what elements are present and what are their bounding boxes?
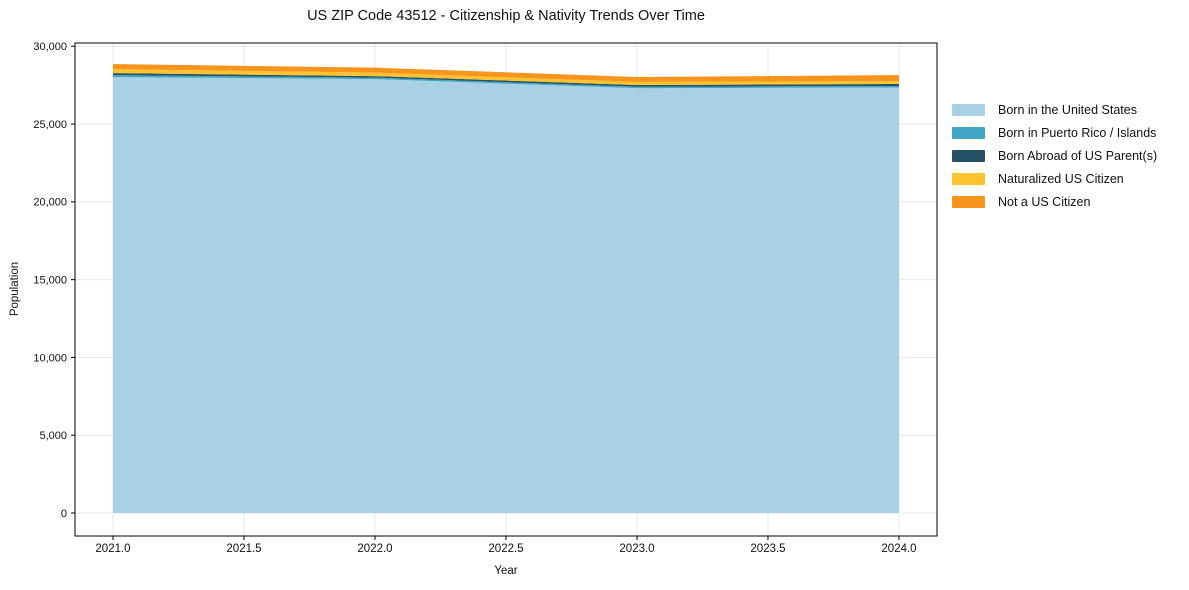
legend-item: Naturalized US Citizen	[952, 172, 1157, 186]
y-tick-label: 30,000	[33, 41, 67, 53]
x-tick-label: 2024.0	[881, 543, 916, 555]
legend-swatch	[952, 127, 985, 139]
legend-swatch	[952, 150, 985, 162]
legend-item: Born in the United States	[952, 103, 1157, 117]
area-series	[113, 73, 899, 87]
x-tick-label: 2021.0	[95, 543, 130, 555]
y-tick-label: 25,000	[33, 119, 67, 131]
legend-swatch	[952, 173, 985, 185]
legend-item: Born Abroad of US Parent(s)	[952, 149, 1158, 163]
legend-label: Not a US Citizen	[998, 195, 1091, 209]
legend-label: Born in Puerto Rico / Islands	[998, 126, 1157, 140]
area-series	[113, 77, 899, 513]
y-tick-label: 0	[61, 508, 67, 520]
y-tick-label: 5,000	[39, 430, 67, 442]
y-tick-label: 15,000	[33, 275, 67, 287]
legend-swatch	[952, 196, 985, 208]
legend-label: Born in the United States	[998, 103, 1137, 117]
area-series	[113, 64, 899, 82]
area-series	[113, 75, 899, 89]
legend-swatch	[952, 104, 985, 116]
chart-title: US ZIP Code 43512 - Citizenship & Nativi…	[307, 8, 705, 24]
legend-item: Not a US Citizen	[952, 195, 1157, 209]
x-tick-label: 2023.0	[619, 543, 654, 555]
legend: Born in the United States Born in Puerto …	[952, 103, 1158, 209]
x-tick-label: 2023.5	[750, 543, 785, 555]
y-tick-label: 20,000	[33, 197, 67, 209]
area-series	[113, 69, 899, 85]
x-axis-label: Year	[494, 565, 518, 577]
legend-item: Born in Puerto Rico / Islands	[952, 126, 1157, 140]
x-tick-label: 2022.0	[357, 543, 392, 555]
y-axis-label: Population	[9, 261, 21, 317]
x-tick-label: 2021.5	[226, 543, 261, 555]
legend-label: Born Abroad of US Parent(s)	[998, 149, 1158, 163]
legend-label: Naturalized US Citizen	[998, 172, 1124, 186]
x-tick-label: 2022.5	[488, 543, 523, 555]
y-tick-label: 10,000	[33, 352, 67, 364]
